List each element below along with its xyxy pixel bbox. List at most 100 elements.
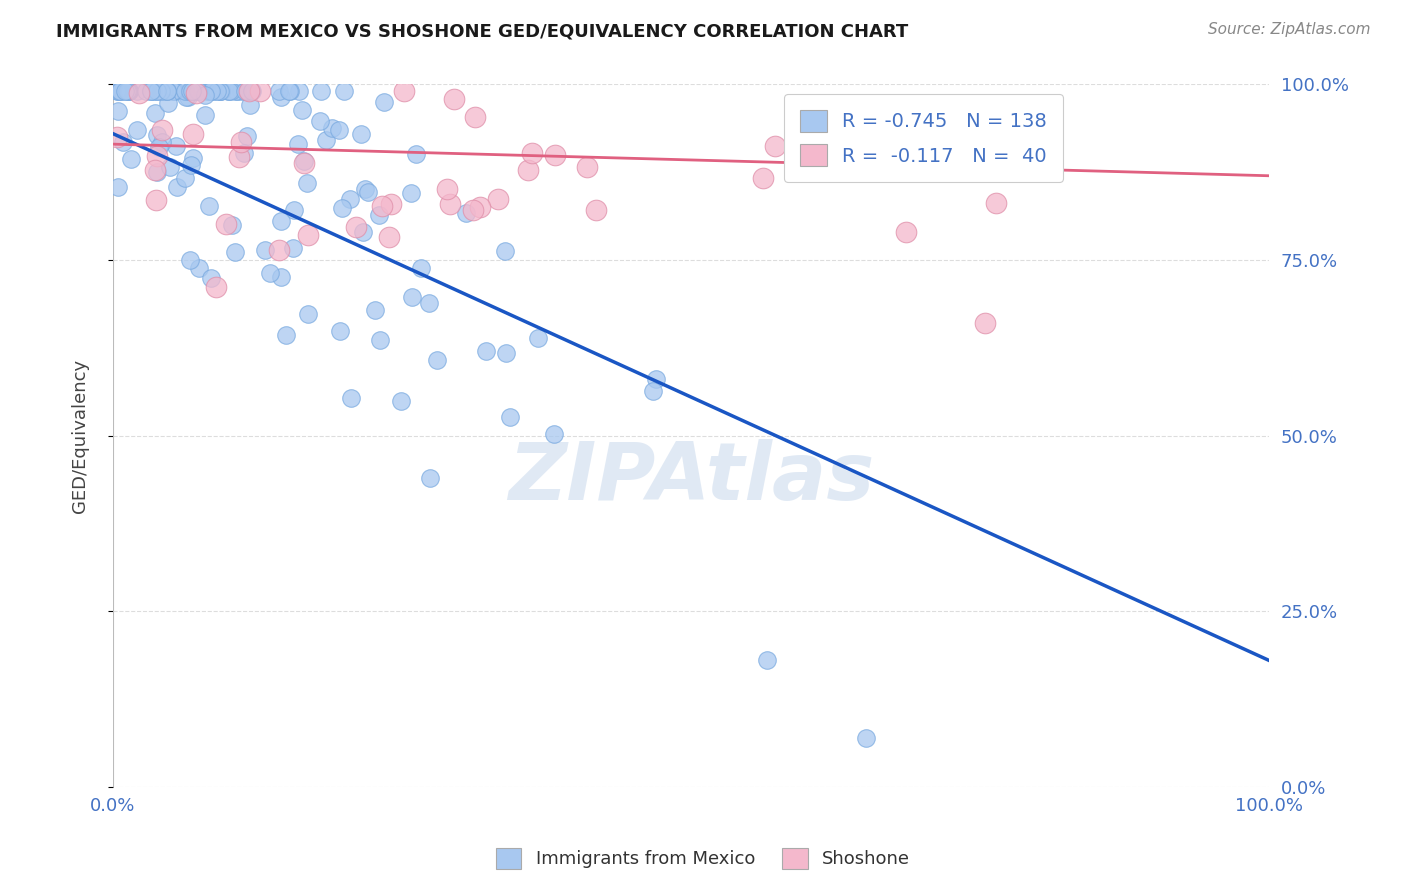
Point	[315, 133, 337, 147]
Point	[339, 391, 361, 405]
Point	[209, 85, 232, 99]
Point	[270, 213, 292, 227]
Point	[974, 316, 997, 330]
Point	[115, 85, 138, 99]
Point	[179, 85, 201, 99]
Point	[159, 160, 181, 174]
Point	[107, 180, 129, 194]
Point	[297, 228, 319, 243]
Point	[180, 158, 202, 172]
Point	[575, 161, 598, 175]
Point	[181, 151, 204, 165]
Point	[585, 203, 607, 218]
Point	[238, 85, 260, 99]
Point	[368, 333, 391, 347]
Point	[221, 218, 243, 232]
Point	[208, 85, 231, 99]
Text: IMMIGRANTS FROM MEXICO VS SHOSHONE GED/EQUIVALENCY CORRELATION CHART: IMMIGRANTS FROM MEXICO VS SHOSHONE GED/E…	[56, 22, 908, 40]
Point	[464, 110, 486, 124]
Point	[177, 90, 200, 104]
Point	[224, 245, 246, 260]
Point	[280, 85, 302, 99]
Point	[148, 140, 170, 154]
Point	[198, 198, 221, 212]
Point	[125, 123, 148, 137]
Point	[389, 394, 412, 409]
Point	[209, 85, 232, 99]
Point	[107, 104, 129, 119]
Point	[107, 85, 129, 99]
Point	[349, 128, 371, 142]
Point	[283, 202, 305, 217]
Point	[105, 85, 128, 99]
Point	[339, 193, 361, 207]
Point	[150, 85, 173, 99]
Point	[752, 171, 775, 186]
Point	[228, 150, 250, 164]
Point	[281, 241, 304, 255]
Point	[183, 85, 205, 99]
Point	[292, 156, 315, 170]
Point	[329, 324, 352, 338]
Point	[226, 85, 249, 99]
Point	[543, 427, 565, 442]
Point	[125, 85, 148, 99]
Text: ZIPAtlas: ZIPAtlas	[508, 439, 875, 516]
Point	[641, 384, 664, 398]
Point	[156, 85, 179, 99]
Point	[187, 85, 209, 99]
Point	[204, 280, 226, 294]
Point	[364, 303, 387, 318]
Point	[202, 85, 225, 99]
Point	[163, 85, 186, 99]
Point	[418, 296, 440, 310]
Point	[139, 85, 162, 99]
Point	[219, 85, 242, 99]
Point	[229, 135, 252, 149]
Point	[294, 153, 316, 168]
Point	[411, 260, 433, 275]
Point	[150, 136, 173, 150]
Point	[499, 410, 522, 425]
Point	[344, 219, 367, 234]
Point	[156, 85, 179, 99]
Point	[181, 85, 204, 99]
Point	[855, 731, 877, 746]
Point	[470, 201, 492, 215]
Point	[145, 193, 167, 207]
Point	[544, 147, 567, 161]
Point	[333, 85, 356, 99]
Point	[763, 138, 786, 153]
Point	[236, 85, 259, 99]
Point	[156, 96, 179, 111]
Point	[181, 85, 204, 99]
Point	[288, 85, 311, 99]
Point	[368, 208, 391, 222]
Point	[239, 85, 262, 99]
Point	[174, 85, 197, 99]
Point	[394, 85, 416, 99]
Point	[111, 135, 134, 149]
Point	[494, 244, 516, 259]
Point	[128, 87, 150, 101]
Point	[153, 85, 176, 99]
Point	[198, 85, 221, 99]
Point	[114, 85, 136, 99]
Point	[179, 85, 201, 99]
Point	[443, 92, 465, 106]
Point	[165, 139, 187, 153]
Point	[139, 85, 162, 99]
Point	[217, 85, 239, 99]
Point	[233, 145, 256, 160]
Point	[108, 85, 131, 99]
Point	[120, 152, 142, 166]
Point	[162, 85, 184, 99]
Point	[214, 217, 236, 231]
Point	[135, 85, 157, 99]
Point	[145, 85, 167, 99]
Point	[984, 196, 1007, 211]
Point	[259, 267, 281, 281]
Point	[166, 180, 188, 194]
Point	[188, 85, 211, 99]
Point	[179, 252, 201, 267]
